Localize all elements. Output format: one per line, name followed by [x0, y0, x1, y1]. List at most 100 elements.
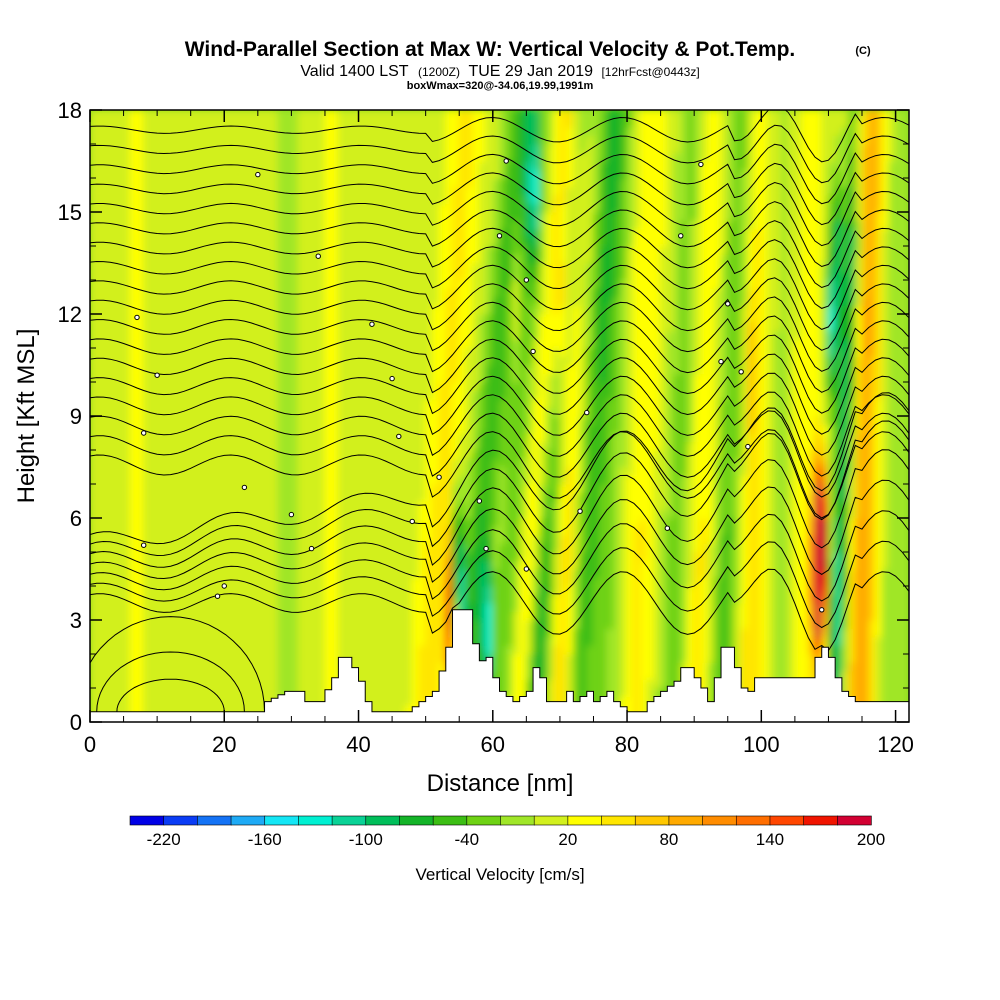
field-cell — [398, 313, 407, 323]
field-cell — [405, 687, 413, 697]
field-cell — [156, 143, 165, 153]
field-cell — [257, 500, 266, 510]
field-cell — [337, 611, 346, 621]
field-cell — [445, 347, 454, 357]
field-cell — [176, 585, 185, 595]
field-cell — [190, 135, 198, 145]
field-cell — [284, 203, 292, 213]
field-cell — [203, 466, 212, 476]
field-cell — [337, 585, 346, 595]
field-cell — [217, 254, 225, 264]
field-cell — [431, 424, 440, 434]
field-cell — [270, 390, 279, 400]
chart-title: Wind-Parallel Section at Max W: Vertical… — [185, 38, 796, 61]
field-cell — [230, 543, 239, 553]
field-cell — [203, 526, 212, 536]
field-cell — [237, 585, 245, 595]
field-cell — [270, 177, 279, 187]
field-cell — [519, 126, 527, 136]
field-cell — [90, 432, 98, 442]
field-cell — [217, 186, 225, 196]
field-cell — [431, 245, 440, 255]
field-cell — [485, 628, 494, 638]
field-cell — [230, 662, 239, 672]
field-cell — [317, 177, 326, 187]
field-cell — [337, 509, 346, 519]
field-cell — [418, 322, 427, 332]
field-cell — [176, 135, 185, 145]
field-cell — [505, 483, 514, 493]
field-cell — [492, 390, 500, 400]
field-cell — [297, 186, 306, 196]
field-cell — [237, 279, 245, 289]
field-cell — [418, 458, 427, 468]
field-cell — [270, 288, 279, 298]
field-cell — [230, 415, 239, 425]
field-cell — [311, 611, 319, 621]
field-cell — [136, 432, 145, 442]
subtitle-forecast: [12hrFcst@0443z] — [601, 65, 699, 79]
field-cell — [351, 534, 360, 544]
field-cell — [311, 237, 319, 247]
field-cell — [270, 560, 279, 570]
field-cell — [270, 594, 279, 604]
field-cell — [149, 687, 158, 697]
field-cell — [552, 662, 561, 672]
field-cell — [156, 611, 165, 621]
field-cell — [505, 492, 514, 502]
field-cell — [317, 152, 326, 162]
field-cell — [284, 636, 292, 646]
field-cell — [196, 551, 205, 561]
field-cell — [317, 339, 326, 349]
field-cell — [525, 110, 534, 119]
field-cell — [405, 441, 413, 451]
field-cell — [418, 135, 427, 145]
field-cell — [505, 364, 514, 374]
field-cell — [378, 254, 386, 264]
field-cell — [123, 653, 131, 663]
field-cell — [552, 687, 561, 697]
field-cell — [210, 551, 219, 561]
field-cell — [277, 585, 286, 595]
field-cell — [465, 577, 474, 587]
field-cell — [405, 126, 413, 136]
field-cell — [136, 262, 145, 272]
field-cell — [149, 271, 158, 281]
field-cell — [431, 645, 440, 655]
field-cell — [176, 662, 185, 672]
field-cell — [532, 415, 541, 425]
field-cell — [230, 449, 239, 459]
field-cell — [478, 441, 487, 451]
field-cell — [183, 670, 192, 680]
field-cell — [452, 330, 460, 340]
field-cell — [163, 177, 172, 187]
field-cell — [485, 636, 494, 646]
field-cell — [290, 143, 299, 153]
field-cell — [250, 543, 259, 553]
field-cell — [170, 458, 178, 468]
field-cell — [290, 602, 299, 612]
field-cell — [90, 245, 98, 255]
field-cell — [136, 390, 145, 400]
field-cell — [102, 254, 111, 264]
field-cell — [90, 636, 98, 646]
field-cell — [358, 466, 366, 476]
field-cell — [190, 432, 198, 442]
field-cell — [445, 135, 454, 145]
field-cell — [203, 254, 212, 264]
field-cell — [257, 313, 266, 323]
field-cell — [452, 194, 460, 204]
field-cell — [344, 169, 353, 179]
field-cell — [411, 160, 420, 170]
field-cell — [472, 492, 480, 502]
field-cell — [445, 560, 454, 570]
field-cell — [170, 526, 178, 536]
field-cell — [123, 322, 131, 332]
field-cell — [445, 543, 454, 553]
field-cell — [452, 313, 460, 323]
field-cell — [116, 543, 125, 553]
field-cell — [163, 704, 172, 714]
field-cell — [525, 169, 534, 179]
field-cell — [109, 322, 118, 332]
field-cell — [277, 110, 286, 119]
